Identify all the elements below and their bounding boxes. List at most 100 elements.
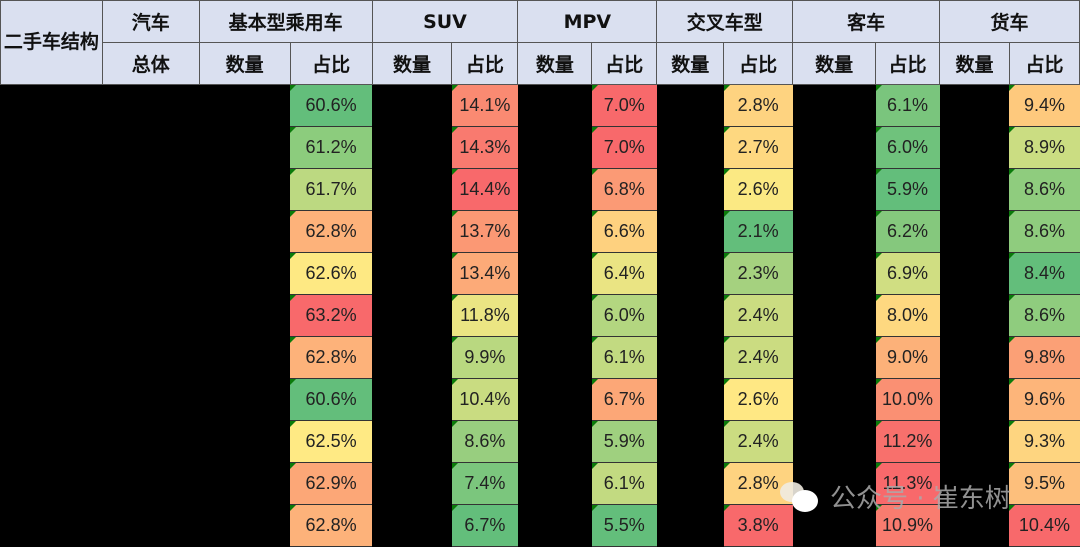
- suv-share-cell: 8.6%: [451, 420, 518, 463]
- qty-cell: [792, 168, 876, 211]
- suv-share-cell: 6.7%: [451, 504, 518, 547]
- qty-cell: [372, 84, 452, 127]
- cross-share-cell: 2.6%: [723, 378, 793, 421]
- qty-cell: [517, 378, 592, 421]
- qty-cell: [517, 420, 592, 463]
- structure-cell: [0, 420, 103, 463]
- qty-cell: [372, 168, 452, 211]
- qty-cell: [199, 336, 291, 379]
- suv-share-cell: 11.8%: [451, 294, 518, 337]
- qty-cell: [792, 420, 876, 463]
- table-row: 62.8% 9.9% 6.1% 2.4% 9.0% 9.8%: [0, 336, 1080, 379]
- suv-share-cell: 14.1%: [451, 84, 518, 127]
- sub-header-share: 占比: [1008, 42, 1080, 85]
- cross-share-cell: 2.8%: [723, 84, 793, 127]
- basic-share-cell: 62.8%: [290, 210, 373, 253]
- sub-header-qty: 数量: [517, 42, 593, 85]
- table-row: 61.7% 14.4% 6.8% 2.6% 5.9% 8.6%: [0, 168, 1080, 211]
- cross-share-cell: 2.1%: [723, 210, 793, 253]
- basic-share-cell: 62.8%: [290, 336, 373, 379]
- sub-header-qty: 数量: [198, 42, 291, 85]
- truck-share-cell: 9.6%: [1009, 378, 1080, 421]
- basic-share-cell: 62.6%: [290, 252, 373, 295]
- qty-cell: [656, 462, 724, 505]
- suv-share-cell: 13.7%: [451, 210, 518, 253]
- qty-cell: [792, 126, 876, 169]
- basic-share-cell: 62.8%: [290, 504, 373, 547]
- table-body: 60.6% 14.1% 7.0% 2.8% 6.1% 9.4% 61.2% 14.3% 7.0%…: [0, 84, 1080, 547]
- structure-cell: [0, 210, 103, 253]
- sub-header-qty: 数量: [656, 42, 725, 85]
- truck-share-cell: 8.6%: [1009, 168, 1080, 211]
- qty-cell: [656, 252, 724, 295]
- qty-cell: [199, 420, 291, 463]
- qty-cell: [372, 462, 452, 505]
- qty-cell: [372, 252, 452, 295]
- qty-cell: [939, 252, 1010, 295]
- qty-cell: [372, 336, 452, 379]
- qty-cell: [517, 462, 592, 505]
- qty-cell: [372, 420, 452, 463]
- cross-share-cell: 2.4%: [723, 294, 793, 337]
- group-header-bus: 客车: [792, 0, 940, 43]
- cross-share-cell: 2.4%: [723, 336, 793, 379]
- group-header-suv: SUV: [371, 0, 519, 43]
- qty-cell: [792, 84, 876, 127]
- truck-share-cell: 10.4%: [1009, 504, 1080, 547]
- cross-share-cell: 3.8%: [723, 504, 793, 547]
- mpv-share-cell: 6.6%: [591, 210, 657, 253]
- qty-cell: [939, 420, 1010, 463]
- truck-share-cell: 9.3%: [1009, 420, 1080, 463]
- bus-share-cell: 5.9%: [875, 168, 940, 211]
- sub-header-share: 占比: [875, 42, 940, 85]
- sub-header-total: 总体: [101, 42, 200, 85]
- structure-cell: [0, 168, 103, 211]
- mpv-share-cell: 6.1%: [591, 336, 657, 379]
- truck-share-cell: 9.8%: [1009, 336, 1080, 379]
- group-header-cross: 交叉车型: [656, 0, 794, 43]
- qty-cell: [939, 294, 1010, 337]
- total-cell: [102, 84, 200, 127]
- qty-cell: [517, 504, 592, 547]
- cross-share-cell: 2.6%: [723, 168, 793, 211]
- basic-share-cell: 62.5%: [290, 420, 373, 463]
- sub-header-share: 占比: [289, 42, 373, 85]
- cross-share-cell: 2.7%: [723, 126, 793, 169]
- table-row: 60.6% 14.1% 7.0% 2.8% 6.1% 9.4%: [0, 84, 1080, 127]
- qty-cell: [372, 294, 452, 337]
- qty-cell: [517, 84, 592, 127]
- qty-cell: [199, 462, 291, 505]
- group-header-car: 汽车: [101, 0, 200, 43]
- total-cell: [102, 336, 200, 379]
- table-row: 63.2% 11.8% 6.0% 2.4% 8.0% 8.6%: [0, 294, 1080, 337]
- qty-cell: [372, 378, 452, 421]
- cross-share-cell: 2.3%: [723, 252, 793, 295]
- mpv-share-cell: 6.8%: [591, 168, 657, 211]
- qty-cell: [792, 336, 876, 379]
- qty-cell: [199, 126, 291, 169]
- qty-cell: [939, 378, 1010, 421]
- table-row: 62.5% 8.6% 5.9% 2.4% 11.2% 9.3%: [0, 420, 1080, 463]
- bus-share-cell: 6.9%: [875, 252, 940, 295]
- qty-cell: [517, 126, 592, 169]
- qty-cell: [199, 168, 291, 211]
- bus-share-cell: 11.3%: [875, 462, 940, 505]
- sub-header-share: 占比: [451, 42, 519, 85]
- qty-cell: [656, 336, 724, 379]
- qty-cell: [792, 252, 876, 295]
- mpv-share-cell: 7.0%: [591, 84, 657, 127]
- total-cell: [102, 420, 200, 463]
- qty-cell: [792, 294, 876, 337]
- qty-cell: [939, 84, 1010, 127]
- structure-cell: [0, 84, 103, 127]
- total-cell: [102, 126, 200, 169]
- qty-cell: [792, 210, 876, 253]
- qty-cell: [199, 294, 291, 337]
- mpv-share-cell: 6.7%: [591, 378, 657, 421]
- qty-cell: [656, 168, 724, 211]
- truck-share-cell: 9.5%: [1009, 462, 1080, 505]
- table-row: 62.6% 13.4% 6.4% 2.3% 6.9% 8.4%: [0, 252, 1080, 295]
- qty-cell: [939, 462, 1010, 505]
- table-row: 62.8% 6.7% 5.5% 3.8% 10.9% 10.4%: [0, 504, 1080, 547]
